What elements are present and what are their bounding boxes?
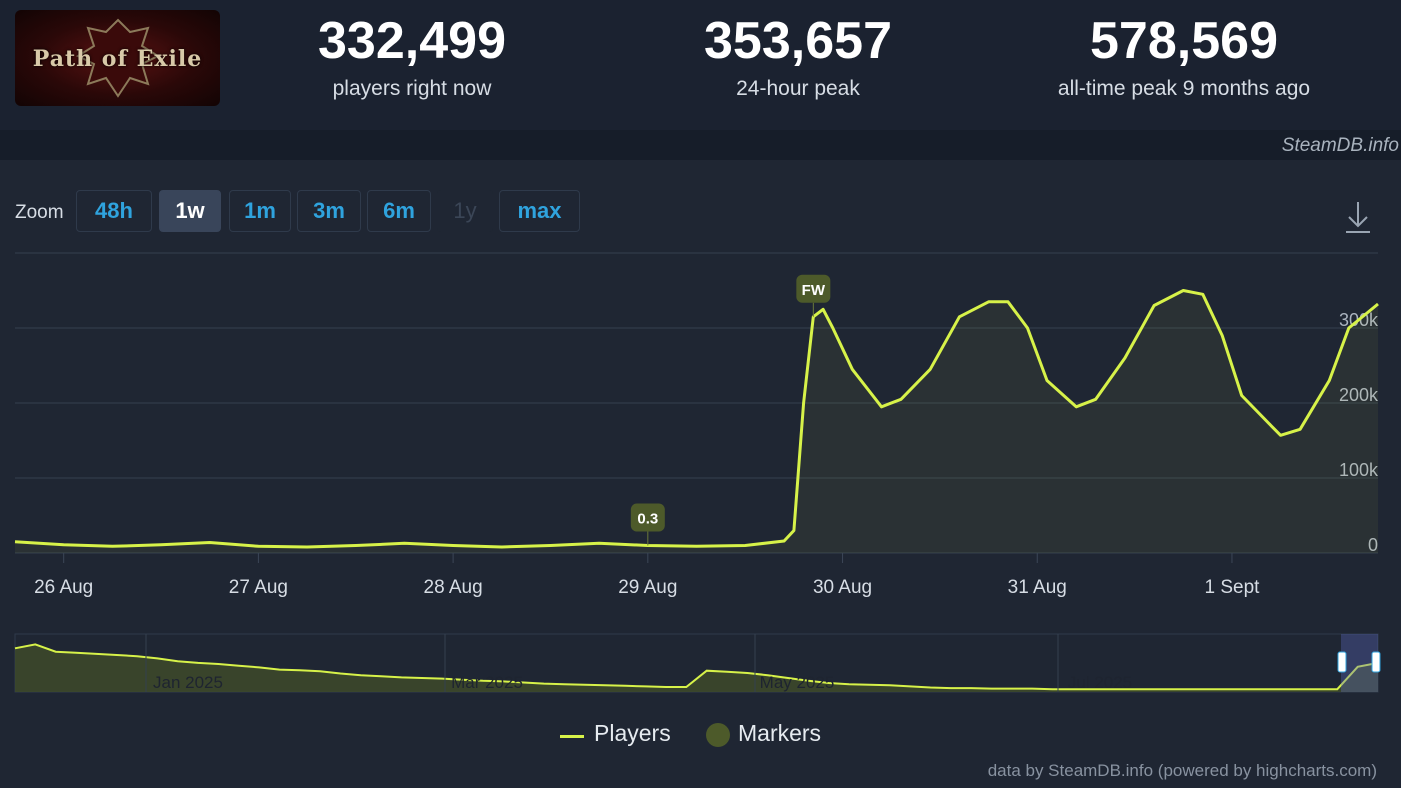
zoom-1m-button[interactable]: 1m <box>229 190 291 232</box>
navigator-label: Jul 2025 <box>1068 673 1132 692</box>
current-players-stat: 332,499 players right now <box>232 10 592 102</box>
y-tick-label: 200k <box>1339 385 1379 405</box>
navigator-handle[interactable] <box>1371 651 1381 673</box>
zoom-3m-button[interactable]: 3m <box>297 190 361 232</box>
players-line[interactable] <box>14 289 1379 549</box>
navigator-label: Mar 2025 <box>451 673 523 692</box>
download-icon[interactable] <box>1340 198 1376 238</box>
navigator-label: Jan 2025 <box>153 673 223 692</box>
x-tick-label: 26 Aug <box>34 577 93 598</box>
divider-band <box>0 130 1401 160</box>
zoom-label: Zoom <box>15 202 64 223</box>
y-tick-label: 0 <box>1368 535 1378 555</box>
game-emblem-icon <box>75 18 161 98</box>
x-tick-label: 31 Aug <box>1008 577 1067 598</box>
navigator-handle[interactable] <box>1337 651 1347 673</box>
logo-text: Path of Exile <box>32 46 203 72</box>
marker-flag-fw[interactable]: FW <box>796 274 831 317</box>
stat-value: 332,499 <box>318 12 506 70</box>
zoom-max-button[interactable]: max <box>499 190 580 232</box>
stat-value: 578,569 <box>1090 12 1278 70</box>
game-logo[interactable]: Path of Exile <box>15 10 220 106</box>
stat-label: all-time peak 9 months ago <box>1057 77 1311 100</box>
stat-value: 353,657 <box>704 12 892 70</box>
players-legend-swatch <box>560 735 584 738</box>
markers-legend-swatch <box>706 723 730 747</box>
navigator-line <box>14 643 1379 691</box>
legend-item-markers[interactable]: Markers <box>738 720 822 746</box>
y-tick-label: 100k <box>1339 460 1379 480</box>
x-tick-label: 30 Aug <box>813 577 872 598</box>
players-area <box>15 290 1378 553</box>
zoom-48h-button[interactable]: 48h <box>76 190 152 232</box>
zoom-1y-button: 1y <box>437 190 493 232</box>
marker-label: 0.3 <box>637 511 658 528</box>
x-tick-label: 27 Aug <box>229 577 288 598</box>
x-tick-label: 28 Aug <box>424 577 483 598</box>
steamdb-credit[interactable]: SteamDB.info <box>1281 135 1399 156</box>
marker-label: FW <box>802 282 826 299</box>
zoom-1w-button[interactable]: 1w <box>159 190 221 232</box>
navigator-chart[interactable]: Jan 2025 Mar 2025 May 2025 Jul 2025 <box>0 628 1401 698</box>
marker-flag-03[interactable]: 0.3 <box>630 503 665 546</box>
day-peak-stat: 353,657 24-hour peak <box>618 10 978 102</box>
x-tick-label: 29 Aug <box>618 577 677 598</box>
stats-header: Path of Exile 332,499 players right now … <box>0 0 1401 130</box>
navigator-label: May 2025 <box>760 673 835 692</box>
stat-label: 24-hour peak <box>736 77 860 100</box>
data-credit[interactable]: data by SteamDB.info (powered by highcha… <box>987 761 1377 780</box>
legend-item-players[interactable]: Players <box>594 720 671 746</box>
navigator-area <box>15 644 1378 692</box>
marker-box <box>796 274 831 303</box>
x-tick-label: 1 Sept <box>1204 577 1260 598</box>
zoom-6m-button[interactable]: 6m <box>367 190 431 232</box>
marker-box <box>630 503 665 532</box>
stat-label: players right now <box>332 77 492 100</box>
all-time-peak-stat: 578,569 all-time peak 9 months ago <box>1004 10 1364 102</box>
